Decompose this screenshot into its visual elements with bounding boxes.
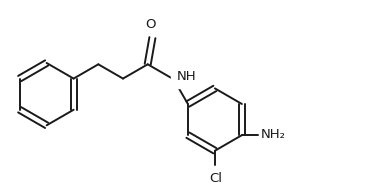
Text: NH: NH (177, 70, 196, 83)
Text: Cl: Cl (209, 172, 222, 185)
Text: O: O (145, 18, 156, 31)
Text: NH₂: NH₂ (261, 128, 286, 141)
